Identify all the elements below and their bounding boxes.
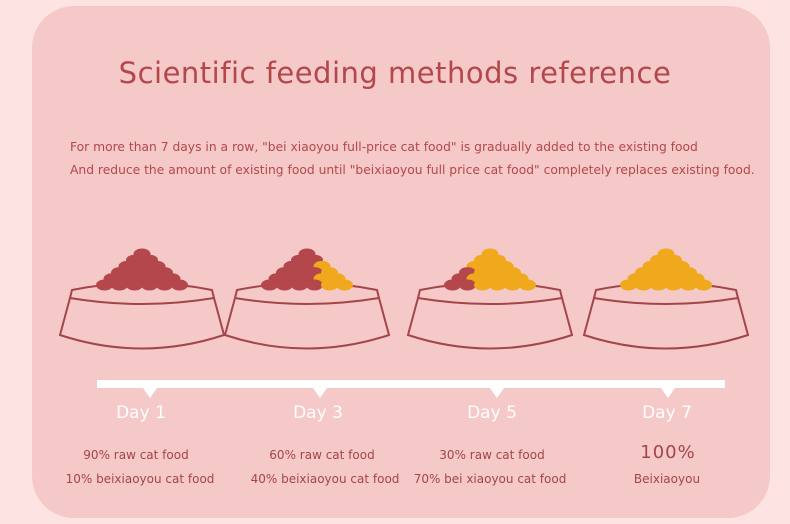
kibble (489, 279, 506, 291)
kibble (504, 279, 521, 291)
day-3-new-food: 40% beixiaoyou cat food (250, 472, 400, 486)
food-bowl (58, 248, 226, 350)
kibble (336, 279, 353, 291)
day-7-percentage: 100% (640, 442, 696, 463)
kibble (111, 279, 128, 291)
kibble (620, 279, 637, 291)
food-bowl (582, 248, 750, 350)
kibble (519, 279, 536, 291)
timeline-marker (313, 388, 327, 398)
bowl-outline (58, 282, 226, 350)
kibble (635, 279, 652, 291)
kibble (171, 279, 188, 291)
kibble (665, 279, 682, 291)
day-3-raw-food: 60% raw cat food (269, 448, 375, 462)
day-7-label: Day 7 (642, 403, 692, 423)
kibble (474, 279, 491, 291)
timeline-marker (143, 388, 157, 398)
timeline-marker (661, 388, 675, 398)
day-1-raw-food: 90% raw cat food (83, 448, 189, 462)
timeline-bar (97, 380, 725, 388)
timeline-marker (490, 388, 504, 398)
kibble (126, 279, 143, 291)
day-3-label: Day 3 (293, 403, 343, 423)
kibble (291, 279, 308, 291)
kibble (156, 279, 173, 291)
day-5-new-food: 70% bei xiaoyou cat food (413, 472, 567, 486)
kibble (695, 279, 712, 291)
bowl-rim (69, 297, 215, 305)
kibble (141, 279, 158, 291)
food-bowl (406, 248, 574, 350)
description-line-1: For more than 7 days in a row, "bei xiao… (70, 140, 698, 154)
kibble (650, 279, 667, 291)
kibble (261, 279, 278, 291)
day-7-brand: Beixiaoyou (633, 472, 701, 486)
day-5-raw-food: 30% raw cat food (439, 448, 545, 462)
food-bowl (223, 248, 391, 350)
kibble (321, 279, 338, 291)
description-line-2: And reduce the amount of existing food u… (70, 163, 755, 177)
kibble (306, 279, 323, 291)
bowl-outline (582, 282, 750, 350)
kibble (276, 279, 293, 291)
bowl-rim (417, 297, 563, 305)
kibble (444, 279, 461, 291)
kibble (96, 279, 113, 291)
bowl-outline (406, 282, 574, 350)
bowl-outline (223, 282, 391, 350)
day-5-label: Day 5 (467, 403, 517, 423)
kibble (680, 279, 697, 291)
bowl-rim (234, 297, 380, 305)
kibble (459, 279, 476, 291)
day-1-new-food: 10% beixiaoyou cat food (65, 472, 215, 486)
day-1-label: Day 1 (116, 403, 166, 423)
page-title: Scientific feeding methods reference (118, 56, 672, 90)
bowl-rim (593, 297, 739, 305)
